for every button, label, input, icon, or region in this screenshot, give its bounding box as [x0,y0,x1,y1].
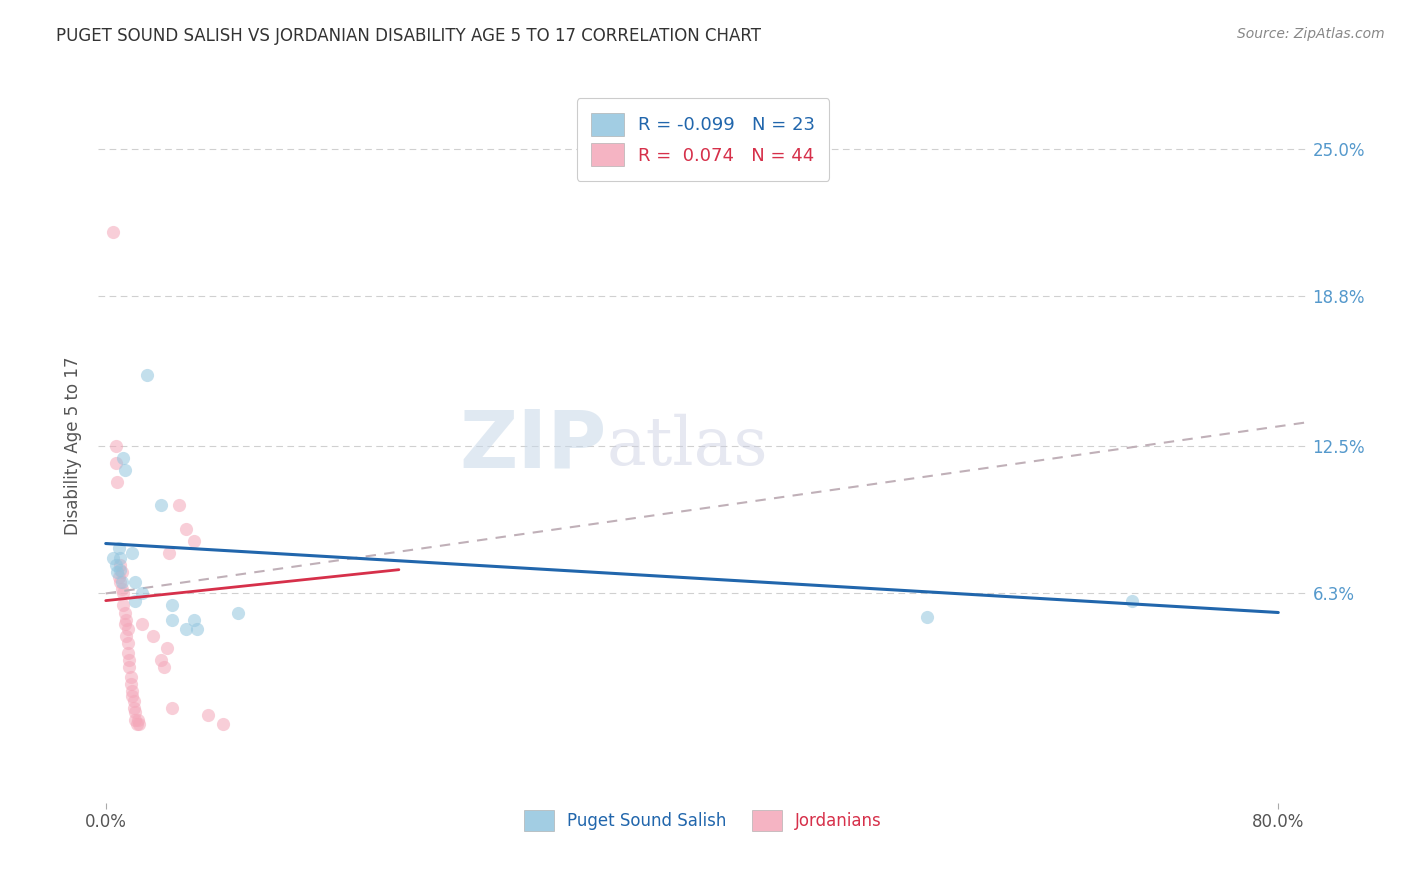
Point [112,450,135,465]
Text: ZIP: ZIP [458,407,606,485]
Point [142,629,165,643]
Point [122,693,145,707]
Point [157,546,180,560]
Point [101,550,124,565]
Text: atlas: atlas [606,413,768,479]
Point [118,653,141,667]
Point [121,684,143,698]
Point [111,565,134,579]
Point [197,707,219,722]
Point [160,599,183,613]
Point [108,570,131,584]
Point [121,546,143,560]
Point [125,717,148,731]
Text: Source: ZipAtlas.com: Source: ZipAtlas.com [1237,27,1385,41]
Legend: Puget Sound Salish, Jordanians: Puget Sound Salish, Jordanians [510,797,896,845]
Y-axis label: Disability Age 5 to 17: Disability Age 5 to 17 [65,357,83,535]
Point [176,522,198,536]
Point [122,700,145,714]
Point [153,660,176,674]
Point [117,646,139,660]
Point [156,641,179,656]
Point [915,610,938,624]
Point [105,439,128,453]
Point [160,613,183,627]
Point [226,606,249,620]
Point [115,613,138,627]
Point [105,456,128,470]
Point [124,713,146,727]
Point [110,563,132,577]
Point [131,617,153,632]
Point [111,574,134,589]
Point [183,613,205,627]
Point [108,541,131,556]
Point [115,629,138,643]
Point [121,689,143,703]
Point [112,586,135,600]
Point [112,599,135,613]
Point [128,717,150,731]
Point [124,574,146,589]
Point [124,706,146,720]
Point [117,636,139,650]
Point [167,499,190,513]
Point [131,586,153,600]
Text: PUGET SOUND SALISH VS JORDANIAN DISABILITY AGE 5 TO 17 CORRELATION CHART: PUGET SOUND SALISH VS JORDANIAN DISABILI… [56,27,761,45]
Point [120,670,142,684]
Point [110,574,132,589]
Point [110,550,132,565]
Point [127,713,149,727]
Point [150,653,173,667]
Point [176,622,198,636]
Point [150,499,173,513]
Point [114,617,136,632]
Point [101,225,124,239]
Point [110,558,132,572]
Point [117,622,139,636]
Point [114,606,136,620]
Point [107,475,129,489]
Point [111,582,134,596]
Point [160,700,183,714]
Point [120,677,142,691]
Point [183,534,205,549]
Point [1121,593,1143,607]
Point [107,565,129,579]
Point [212,717,235,731]
Point [114,463,136,477]
Point [105,558,128,572]
Point [186,622,208,636]
Point [124,593,146,607]
Point [118,660,141,674]
Point [135,368,157,382]
